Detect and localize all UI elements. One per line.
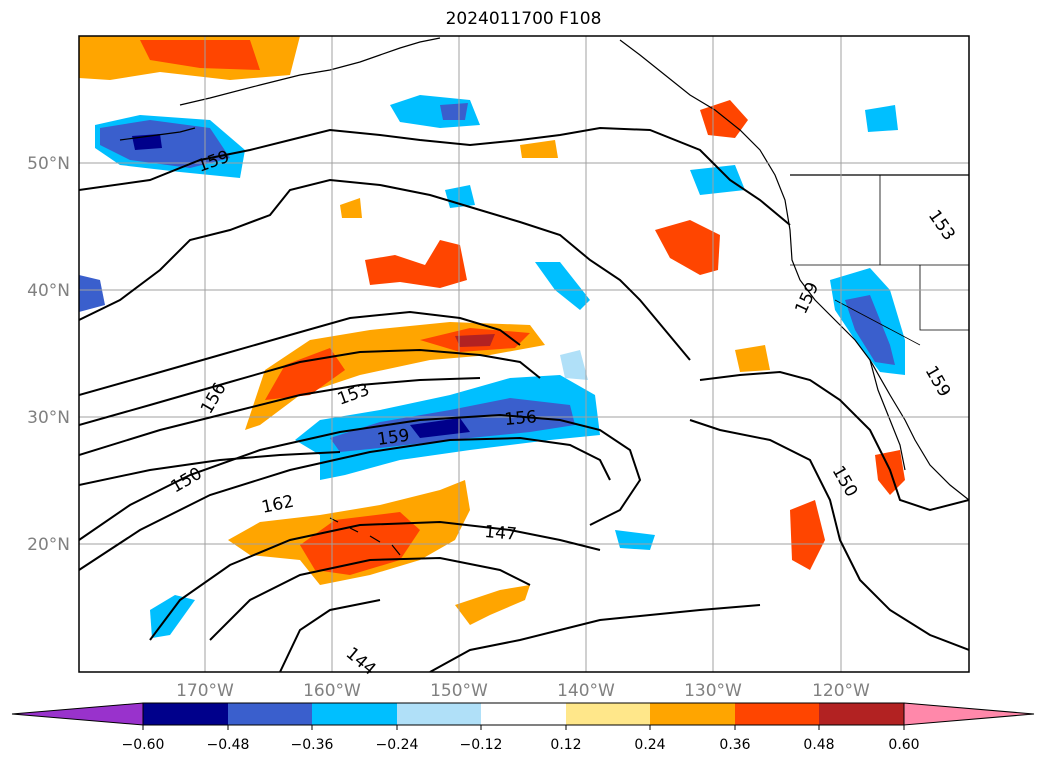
warm-area-central <box>365 240 467 288</box>
colorbar: −0.60 −0.48 −0.36 −0.24 −0.12 0.12 0.24 … <box>11 702 1035 753</box>
warm-dark-core <box>455 334 495 347</box>
warm-area-north-pacific-east <box>655 220 720 275</box>
lon-label: 170°W <box>176 681 234 701</box>
lat-label: 30°N <box>27 408 70 428</box>
contour-label: 147 <box>484 522 518 545</box>
state-borders <box>790 175 969 346</box>
height-contours <box>79 126 969 672</box>
cool-area-small-3 <box>560 350 588 380</box>
colorbar-extend-low <box>11 702 144 726</box>
warm-area-small-1 <box>735 345 770 372</box>
warm-area-small-3 <box>340 198 362 218</box>
lon-label: 160°W <box>303 681 361 701</box>
warm-core-subtropical-band <box>265 348 345 400</box>
colorbar-segment <box>397 703 481 725</box>
contour-line-153-south <box>79 377 481 456</box>
anomaly-shading <box>79 36 905 638</box>
cool-area-west-edge <box>79 275 105 312</box>
cool-core-california <box>845 295 895 365</box>
cool-area-small-2 <box>865 105 898 132</box>
lat-label: 50°N <box>27 154 70 174</box>
colorbar-segment <box>566 703 650 725</box>
cool-area-subtropical-northeast <box>535 262 590 310</box>
contour-line-144 <box>209 556 531 641</box>
colorbar-segment <box>650 703 735 725</box>
lat-label: 40°N <box>27 281 70 301</box>
lon-label: 150°W <box>430 681 488 701</box>
longitude-labels: 170°W 160°W 150°W 140°W 130°W 120°W <box>176 681 870 701</box>
lon-label: 130°W <box>684 681 742 701</box>
colorbar-tick-label: −0.12 <box>460 737 503 753</box>
contour-line-subtropical-1 <box>79 413 642 541</box>
contour-label: 150 <box>168 464 206 498</box>
colorbar-frame <box>142 702 905 726</box>
contour-label: 153 <box>335 380 372 410</box>
negative-anomaly-areas <box>79 95 905 638</box>
north-america-west-coast <box>619 39 969 501</box>
cool-area-bc-offshore <box>690 165 745 195</box>
aleutian-islands <box>119 127 196 141</box>
cool-dark-core-subtropical <box>410 418 470 438</box>
contour-label: 159 <box>921 363 955 401</box>
colorbar-segment <box>819 703 904 725</box>
warm-area-small-2 <box>520 140 558 158</box>
lon-label: 140°W <box>557 681 615 701</box>
cool-core-north-central <box>440 103 468 120</box>
contour-label: 144 <box>342 644 380 680</box>
colorbar-segment <box>735 703 819 725</box>
colorbar-tick-label: −0.60 <box>122 737 165 753</box>
colorbar-tick-label: 0.36 <box>719 737 750 753</box>
colorbar-tick-label: −0.24 <box>376 737 419 753</box>
contour-label: 153 <box>924 206 959 244</box>
colorbar-extend-high <box>903 702 1035 726</box>
colorbar-segment <box>481 703 566 725</box>
colorbar-segment <box>312 703 397 725</box>
contour-line-153 <box>79 310 521 396</box>
colorbar-tick-label: 0.24 <box>634 737 665 753</box>
contour-line-159-north <box>79 126 791 226</box>
colorbar-ticks <box>142 725 905 730</box>
contour-line-southern-loop <box>279 599 381 672</box>
colorbar-tick-label: −0.48 <box>207 737 250 753</box>
warm-area-se-pacific <box>455 585 530 625</box>
contour-label: 156 <box>197 379 231 417</box>
warm-area-bc-coast <box>700 100 748 138</box>
cool-area-hawaii-west <box>150 595 195 638</box>
map-frame <box>78 35 970 673</box>
contour-line-subtropical-2 <box>79 436 611 571</box>
colorbar-segment <box>228 703 312 725</box>
coastlines <box>119 37 969 556</box>
contour-label: 156 <box>504 407 538 430</box>
colorbar-tick-label: 0.48 <box>803 737 834 753</box>
colorbar-tick-label: 0.60 <box>888 737 919 753</box>
hawaiian-islands <box>329 517 401 556</box>
warm-area-subtropical-east-pacific <box>790 500 825 570</box>
lon-label: 120°W <box>812 681 870 701</box>
contour-label: 162 <box>260 492 296 518</box>
lat-label: 20°N <box>27 535 70 555</box>
latitude-labels: 50°N 40°N 30°N 20°N <box>27 154 70 555</box>
plot-title: 2024011700 F108 <box>445 9 602 29</box>
colorbar-tick-label: 0.12 <box>550 737 581 753</box>
contour-label: 150 <box>828 463 862 501</box>
baja-peninsula <box>869 359 906 471</box>
colorbar-tick-label: −0.36 <box>291 737 334 753</box>
contour-line-far-south <box>429 604 761 672</box>
contour-label: 159 <box>376 426 411 450</box>
cool-core-gulf-alaska-west <box>100 120 230 168</box>
contour-line-150 <box>79 348 541 426</box>
colorbar-segment <box>143 703 228 725</box>
contour-line-east-pacific <box>699 370 969 512</box>
contour-line-east-pacific-south <box>689 419 969 651</box>
contour-line-162 <box>79 451 341 486</box>
alaska-coastline <box>179 37 441 106</box>
contour-label: 159 <box>791 279 823 317</box>
contour-line-156 <box>79 178 691 361</box>
contour-line-147 <box>149 520 601 641</box>
warm-core-nw-corner <box>140 40 260 70</box>
cool-area-southeast <box>615 530 655 550</box>
